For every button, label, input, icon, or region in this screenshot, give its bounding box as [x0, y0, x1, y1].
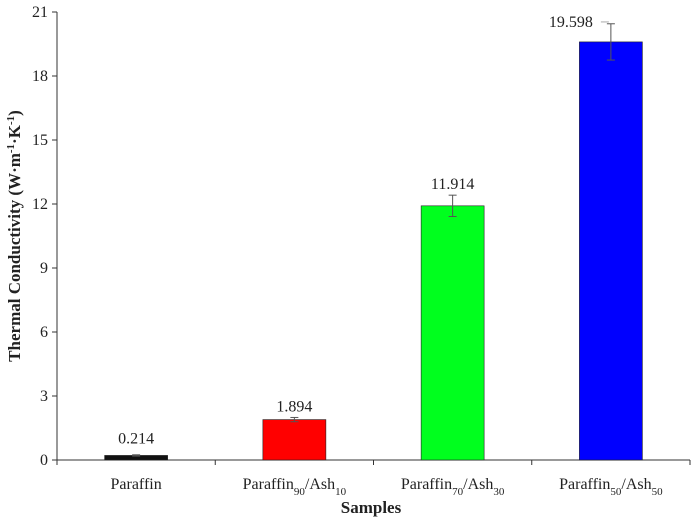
labels: 0.214 Paraffin 1.894 Paraffin90/Ash10 11.914…	[111, 14, 664, 498]
data-label: 1.894	[276, 398, 312, 415]
data-label: 19.598	[549, 14, 593, 31]
y-tick-label: 18	[32, 68, 48, 85]
data-label: 11.914	[431, 176, 474, 193]
bar	[262, 419, 327, 461]
axes: 0 3 6 9 12 15 18 21 Thermal Conductivity (W·m-1·…	[5, 4, 691, 469]
y-tick-label: 15	[32, 132, 48, 149]
data-label: 0.214	[118, 430, 154, 447]
y-tick-label: 6	[40, 324, 48, 341]
y-tick-label: 21	[32, 4, 48, 21]
x-tick-label: Paraffin	[111, 476, 162, 493]
y-tick-label: 0	[40, 452, 48, 469]
bar	[420, 205, 485, 461]
y-tick-label: 9	[40, 260, 48, 277]
bars	[104, 23, 643, 461]
y-tick-label: 3	[40, 388, 48, 405]
y-tick-label: 12	[32, 196, 48, 213]
x-tick-label: Paraffin50/Ash50	[559, 476, 663, 498]
bar	[579, 41, 643, 461]
x-axis-title: Samples	[341, 498, 402, 517]
x-tick-label: Paraffin90/Ash10	[243, 476, 347, 498]
x-tick-label: Paraffin70/Ash30	[401, 476, 505, 498]
y-axis-title: Thermal Conductivity (W·m-1·K-1)	[5, 110, 24, 362]
